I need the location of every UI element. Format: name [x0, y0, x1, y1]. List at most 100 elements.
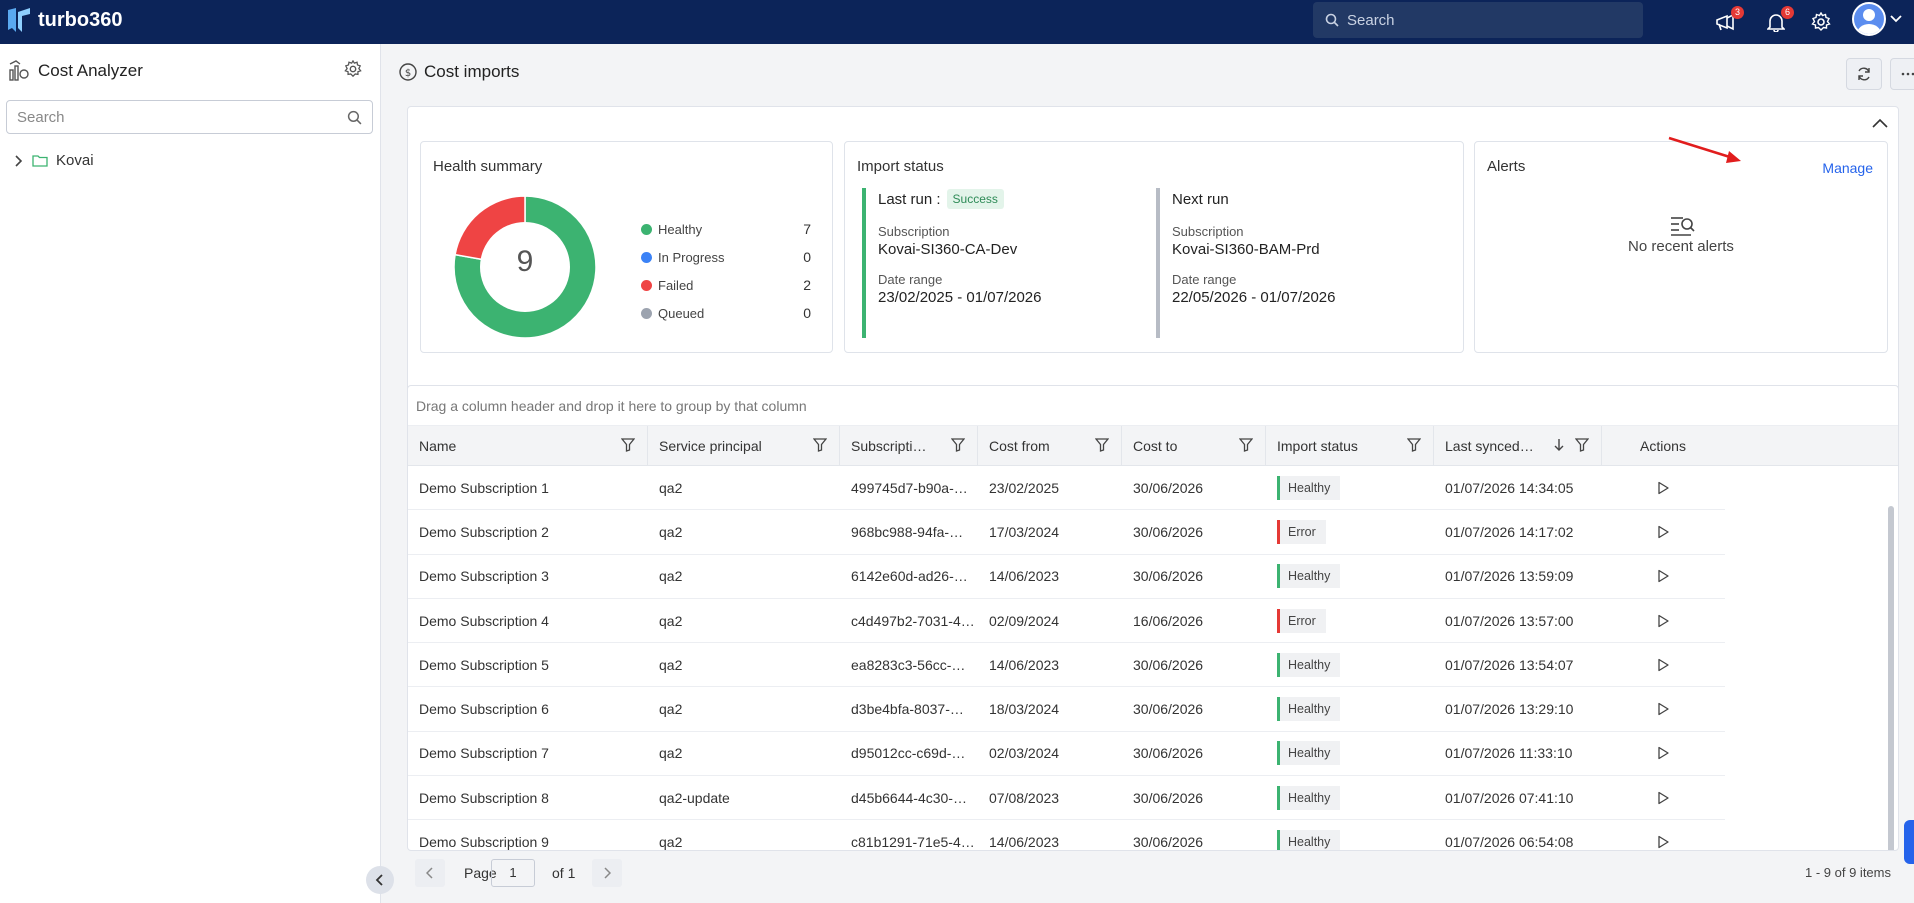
- cell-last-synced: 01/07/2026 11:33:10: [1434, 732, 1602, 775]
- filter-icon[interactable]: [1095, 438, 1109, 452]
- cell-name-text: Demo Subscription 7: [419, 745, 549, 762]
- status-badge: Healthy: [1277, 475, 1341, 500]
- page-number-input[interactable]: 1: [491, 859, 535, 887]
- cell-service-principal-text: qa2: [659, 568, 683, 585]
- table-row[interactable]: Demo Subscription 2 qa2 968bc988-94fa-… 17/…: [408, 510, 1725, 555]
- cell-subscription: 968bc988-94fa-…: [840, 510, 978, 553]
- user-menu[interactable]: [1852, 2, 1902, 36]
- sort-down-icon[interactable]: [1553, 438, 1565, 452]
- sidebar-settings-button[interactable]: [344, 59, 362, 81]
- next-page-button[interactable]: [592, 859, 622, 887]
- cell-import-status: Error: [1266, 510, 1434, 553]
- status-badge: Error: [1277, 608, 1326, 633]
- sidebar-search-input[interactable]: Search: [6, 100, 373, 134]
- brand-name: turbo360: [38, 8, 123, 31]
- column-header-cost-to[interactable]: Cost to: [1122, 426, 1266, 465]
- column-header-cost-from[interactable]: Cost from: [978, 426, 1122, 465]
- cell-cost-to-text: 30/06/2026: [1133, 568, 1204, 585]
- gear-icon: [1811, 12, 1831, 31]
- table-row[interactable]: Demo Subscription 8 qa2-update d45b6644-4c…: [408, 776, 1725, 821]
- cell-actions: [1602, 599, 1724, 642]
- cell-last-synced-text: 01/07/2026 06:54:08: [1445, 834, 1574, 851]
- run-import-play-icon[interactable]: [1656, 702, 1670, 716]
- cost-icon: $: [399, 63, 417, 81]
- run-import-play-icon[interactable]: [1656, 658, 1670, 672]
- subscription-value: Kovai-SI360-CA-Dev: [878, 241, 1018, 258]
- announcements-button[interactable]: 3: [1712, 6, 1744, 36]
- cell-cost-to: 30/06/2026: [1122, 732, 1266, 775]
- chevron-right-icon[interactable]: [14, 154, 24, 167]
- column-header-subscription[interactable]: Subscripti…: [840, 426, 978, 465]
- collapse-summary-button[interactable]: [1872, 115, 1888, 131]
- cell-subscription-text: ea8283c3-56cc-…: [851, 656, 966, 673]
- tree-item-kovai[interactable]: Kovai: [14, 152, 94, 169]
- cell-name: Demo Subscription 3: [408, 555, 648, 598]
- brand-logo[interactable]: turbo360: [8, 8, 122, 32]
- column-header-label: Name: [419, 437, 457, 454]
- table-row[interactable]: Demo Subscription 3 qa2 6142e60d-ad26-… 14/…: [408, 555, 1725, 599]
- run-import-play-icon[interactable]: [1656, 525, 1670, 539]
- column-header-label: Service principal: [659, 437, 762, 454]
- filter-icon[interactable]: [1407, 438, 1421, 452]
- collapse-sidebar-button[interactable]: [366, 866, 394, 894]
- run-import-play-icon[interactable]: [1656, 746, 1670, 760]
- cell-actions: [1602, 555, 1724, 598]
- top-bar: turbo360 Search 3 6: [0, 0, 1914, 44]
- notifications-button[interactable]: 6: [1762, 6, 1794, 36]
- settings-button[interactable]: [1807, 8, 1835, 36]
- cell-last-synced-text: 01/07/2026 13:57:00: [1445, 612, 1574, 629]
- more-options-button[interactable]: [1890, 58, 1914, 90]
- run-import-play-icon[interactable]: [1656, 569, 1670, 583]
- run-import-play-icon[interactable]: [1656, 835, 1670, 849]
- global-search-input[interactable]: Search: [1313, 2, 1643, 38]
- legend-label: Failed: [658, 277, 694, 293]
- filter-icon[interactable]: [813, 438, 827, 452]
- table-row[interactable]: Demo Subscription 9 qa2 c81b1291-71e5-4… 14…: [408, 820, 1725, 851]
- cell-cost-to: 30/06/2026: [1122, 466, 1266, 509]
- cell-last-synced: 01/07/2026 07:41:10: [1434, 776, 1602, 819]
- cell-last-synced: 01/07/2026 13:54:07: [1434, 643, 1602, 686]
- cell-import-status: Healthy: [1266, 643, 1434, 686]
- cell-name: Demo Subscription 4: [408, 599, 648, 642]
- column-header-last-synced[interactable]: Last synced…: [1434, 426, 1602, 465]
- cell-subscription: d45b6644-4c30-…: [840, 776, 978, 819]
- prev-page-button[interactable]: [415, 859, 445, 887]
- manage-alerts-link[interactable]: Manage: [1822, 160, 1873, 176]
- table-row[interactable]: Demo Subscription 6 qa2 d3be4bfa-8037-… 18/…: [408, 687, 1725, 732]
- megaphone-icon: [1716, 13, 1734, 31]
- filter-icon[interactable]: [621, 438, 635, 452]
- column-header-name[interactable]: Name: [408, 426, 648, 465]
- run-import-play-icon[interactable]: [1656, 614, 1670, 628]
- last-run-label: Last run :: [878, 190, 941, 208]
- page-header: $ Cost imports: [398, 62, 519, 82]
- legend-label: Healthy: [658, 221, 703, 237]
- filter-icon[interactable]: [1239, 438, 1253, 452]
- cell-subscription-text: d3be4bfa-8037-…: [851, 701, 964, 718]
- run-import-play-icon[interactable]: [1656, 481, 1670, 495]
- main-content: $ Cost imports Health summary 9 Healthy …: [382, 44, 1914, 903]
- cell-service-principal-text: qa2: [659, 523, 683, 540]
- group-by-drop-zone[interactable]: Drag a column header and drop it here to…: [408, 386, 1898, 426]
- legend-label: Queued: [658, 305, 705, 321]
- table-row[interactable]: Demo Subscription 4 qa2 c4d497b2-7031-4… 02…: [408, 599, 1725, 644]
- column-header-service-principal[interactable]: Service principal: [648, 426, 840, 465]
- table-row[interactable]: Demo Subscription 5 qa2 ea8283c3-56cc-… 14/…: [408, 643, 1725, 688]
- column-header-label: Subscripti…: [851, 437, 927, 454]
- cell-last-synced-text: 01/07/2026 13:54:07: [1445, 656, 1574, 673]
- filter-icon[interactable]: [951, 438, 965, 452]
- feedback-tab[interactable]: [1904, 820, 1914, 864]
- cell-cost-from: 17/03/2024: [978, 510, 1122, 553]
- cell-last-synced-text: 01/07/2026 13:59:09: [1445, 568, 1574, 585]
- table-row[interactable]: Demo Subscription 7 qa2 d95012cc-c69d-… 02/…: [408, 732, 1725, 777]
- cell-service-principal-text: qa2: [659, 701, 683, 718]
- no-alerts-text: No recent alerts: [1628, 238, 1734, 255]
- table-row[interactable]: Demo Subscription 1 qa2 499745d7-b90a-… 23/…: [408, 466, 1725, 511]
- run-import-play-icon[interactable]: [1656, 791, 1670, 805]
- refresh-icon: [1858, 67, 1870, 81]
- grid-scrollbar[interactable]: [1888, 506, 1894, 850]
- filter-icon[interactable]: [1575, 438, 1589, 452]
- column-header-import-status[interactable]: Import status: [1266, 426, 1434, 465]
- cell-subscription: d3be4bfa-8037-…: [840, 687, 978, 730]
- next-run-block: Next run Subscription Kovai-SI360-BAM-Pr…: [1156, 188, 1426, 338]
- refresh-button[interactable]: [1846, 58, 1882, 90]
